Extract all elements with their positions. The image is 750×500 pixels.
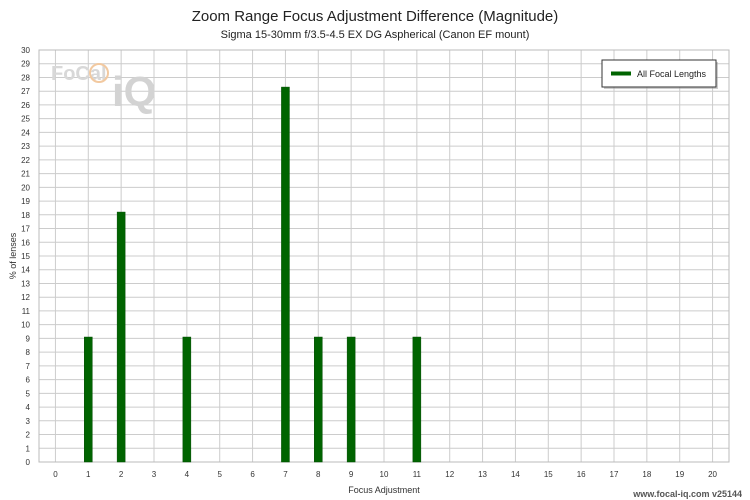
- x-tick-label: 17: [610, 470, 619, 479]
- x-tick-label: 2: [119, 470, 124, 479]
- chart-subtitle: Sigma 15-30mm f/3.5-4.5 EX DG Aspherical…: [220, 29, 530, 41]
- bar: [281, 86, 290, 463]
- y-tick-label: 24: [21, 128, 30, 137]
- x-tick-label: 16: [577, 470, 586, 479]
- y-tick-label: 16: [21, 238, 30, 247]
- x-tick-label: 14: [511, 470, 520, 479]
- y-tick-label: 26: [21, 101, 30, 110]
- x-tick-label: 4: [185, 470, 190, 479]
- y-tick-label: 21: [21, 170, 30, 179]
- bar: [346, 336, 356, 463]
- bar: [314, 336, 323, 463]
- y-tick-label: 28: [21, 73, 30, 82]
- y-tick-label: 8: [26, 348, 31, 357]
- x-tick-label: 12: [445, 470, 454, 479]
- x-tick-label: 19: [675, 470, 684, 479]
- y-tick-label: 18: [21, 211, 30, 220]
- y-tick-label: 10: [21, 321, 30, 330]
- x-tick-label: 7: [283, 470, 288, 479]
- watermark-logo-iq: iQ: [112, 68, 156, 115]
- x-tick-label: 5: [217, 470, 222, 479]
- y-tick-label: 17: [21, 225, 30, 234]
- x-axis-label: Focus Adjustment: [348, 485, 420, 495]
- y-tick-label: 0: [26, 458, 31, 467]
- x-tick-label: 0: [53, 470, 58, 479]
- y-tick-label: 7: [26, 362, 31, 371]
- y-tick-label: 14: [21, 266, 30, 275]
- x-tick-label: 9: [349, 470, 354, 479]
- x-tick-label: 20: [708, 470, 717, 479]
- bar: [182, 336, 192, 463]
- x-tick-label: 15: [544, 470, 553, 479]
- y-tick-label: 23: [21, 142, 30, 151]
- y-tick-label: 4: [26, 403, 31, 412]
- bar: [84, 336, 93, 463]
- x-tick-label: 1: [86, 470, 91, 479]
- legend-label: All Focal Lengths: [637, 69, 707, 79]
- y-tick-label: 11: [22, 307, 31, 316]
- x-tick-label: 6: [250, 470, 255, 479]
- x-tick-label: 11: [413, 470, 422, 479]
- y-tick-label: 12: [21, 293, 30, 302]
- x-tick-label: 10: [380, 470, 389, 479]
- y-tick-label: 5: [26, 389, 31, 398]
- x-tick-label: 3: [152, 470, 157, 479]
- plot-border: [38, 49, 730, 463]
- x-tick-label: 13: [478, 470, 487, 479]
- x-tick-label: 18: [642, 470, 651, 479]
- y-tick-label: 15: [21, 252, 30, 261]
- y-tick-label: 29: [21, 60, 30, 69]
- bar: [412, 336, 422, 463]
- chart-title: Zoom Range Focus Adjustment Difference (…: [191, 8, 559, 25]
- x-tick-label: 8: [316, 470, 321, 479]
- y-tick-label: 6: [26, 376, 31, 385]
- y-tick-label: 25: [21, 115, 30, 124]
- y-tick-label: 20: [21, 183, 30, 192]
- y-tick-label: 1: [26, 444, 31, 453]
- bar: [116, 211, 126, 463]
- y-tick-label: 19: [21, 197, 30, 206]
- y-tick-label: 9: [26, 334, 31, 343]
- y-tick-label: 22: [21, 156, 30, 165]
- y-tick-label: 3: [26, 417, 31, 426]
- y-tick-label: 27: [21, 87, 30, 96]
- y-tick-label: 13: [21, 279, 30, 288]
- footer-url: www.focal-iq.com v25144: [632, 489, 742, 499]
- watermark-logo-ring: [89, 63, 109, 83]
- y-tick-label: 30: [21, 46, 30, 55]
- y-axis-label: % of lenses: [8, 232, 18, 279]
- y-tick-label: 2: [26, 431, 31, 440]
